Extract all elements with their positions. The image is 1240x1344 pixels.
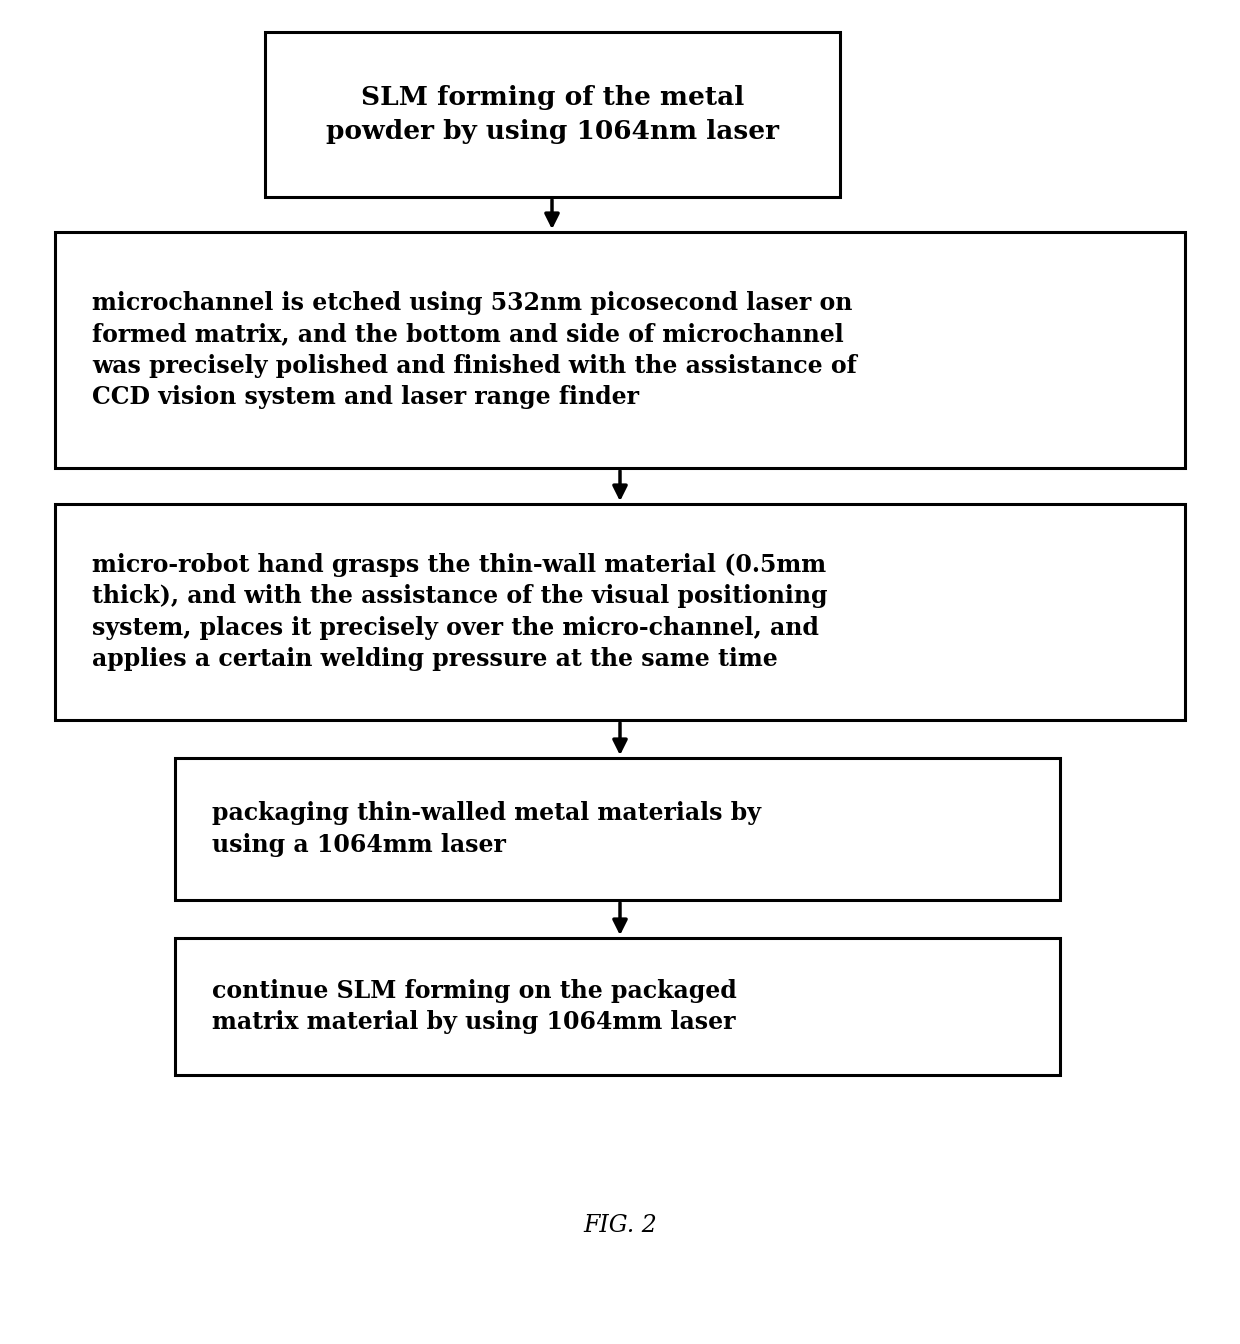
Text: SLM forming of the metal
powder by using 1064nm laser: SLM forming of the metal powder by using… — [326, 86, 779, 144]
FancyBboxPatch shape — [265, 32, 839, 198]
Text: packaging thin-walled metal materials by
using a 1064mm laser: packaging thin-walled metal materials by… — [212, 801, 761, 857]
Text: continue SLM forming on the packaged
matrix material by using 1064mm laser: continue SLM forming on the packaged mat… — [212, 978, 737, 1035]
Text: micro-robot hand grasps the thin-wall material (0.5mm
thick), and with the assis: micro-robot hand grasps the thin-wall ma… — [92, 552, 828, 672]
FancyBboxPatch shape — [175, 938, 1060, 1075]
FancyBboxPatch shape — [55, 504, 1185, 720]
FancyBboxPatch shape — [55, 233, 1185, 468]
Text: microchannel is etched using 532nm picosecond laser on
formed matrix, and the bo: microchannel is etched using 532nm picos… — [92, 290, 857, 410]
FancyBboxPatch shape — [175, 758, 1060, 900]
Text: FIG. 2: FIG. 2 — [583, 1214, 657, 1236]
